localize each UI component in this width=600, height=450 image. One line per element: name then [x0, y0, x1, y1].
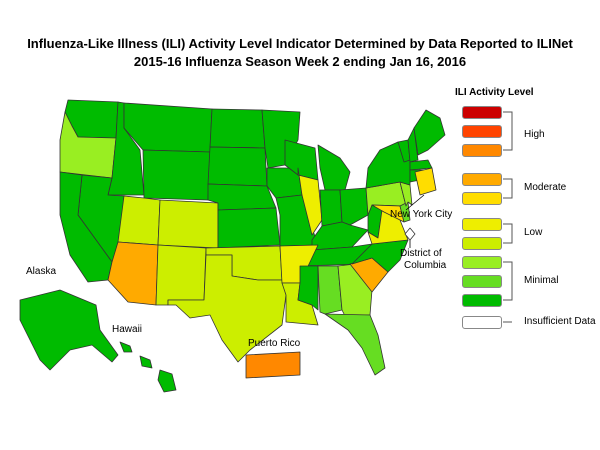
- state-nebraska: [207, 183, 277, 211]
- state-alabama: [317, 265, 343, 315]
- hawaii-label: Hawaii: [112, 324, 143, 335]
- legend-swatch-level-2: [462, 275, 502, 288]
- legend-swatch-level-5: [462, 218, 502, 231]
- city-new-york-city: [414, 167, 437, 196]
- state-south-dakota: [207, 146, 268, 187]
- legend-swatch-level-0: [462, 316, 502, 329]
- state-texas: [167, 254, 287, 363]
- legend-label-moderate: Moderate: [524, 182, 567, 193]
- legend-swatch-level-6: [462, 192, 502, 205]
- state-alaska: [19, 289, 119, 371]
- state-kansas: [217, 207, 281, 249]
- map-subtitle: 2015-16 Influenza Season Week 2 ending J…: [133, 54, 467, 69]
- territory-puerto-rico: [245, 351, 301, 379]
- state-wyoming: [142, 149, 211, 201]
- state-hawaii: [119, 341, 177, 393]
- legend-title: ILI Activity Level: [455, 87, 534, 98]
- state-north-dakota: [209, 108, 266, 149]
- legend-label-insufficient-data: Insufficient Data: [524, 316, 596, 327]
- alaska-label: Alaska: [26, 266, 57, 277]
- dc-label-line2: Columbia: [404, 260, 447, 271]
- legend-label-low: Low: [524, 227, 543, 238]
- dc-label-line1: District of: [400, 248, 442, 259]
- legend-label-high: High: [524, 129, 545, 140]
- state-florida: [324, 313, 386, 376]
- state-illinois: [297, 167, 323, 236]
- state-indiana: [319, 189, 343, 227]
- state-arizona: [107, 241, 159, 306]
- state-michigan: [317, 144, 351, 191]
- legend-swatch-level-7: [462, 173, 502, 186]
- state-ohio: [339, 187, 369, 226]
- puerto-rico-label: Puerto Rico: [248, 338, 301, 349]
- nyc-label: New York City: [390, 209, 453, 220]
- state-colorado: [157, 199, 219, 249]
- legend-swatch-level-9: [462, 125, 502, 138]
- legend-swatch-level-3: [462, 256, 502, 269]
- legend-swatch-level-10: [462, 106, 502, 119]
- state-utah: [117, 195, 161, 246]
- legend-swatch-level-8: [462, 144, 502, 157]
- legend-swatch-level-4: [462, 237, 502, 250]
- map-title: Influenza-Like Illness (ILI) Activity Le…: [27, 36, 573, 51]
- state-new-mexico: [155, 244, 207, 306]
- legend-swatch-level-1: [462, 294, 502, 307]
- state-maine: [413, 109, 446, 156]
- state-new-hampshire: [407, 127, 419, 163]
- state-montana: [123, 102, 213, 153]
- legend-label-minimal: Minimal: [524, 275, 559, 286]
